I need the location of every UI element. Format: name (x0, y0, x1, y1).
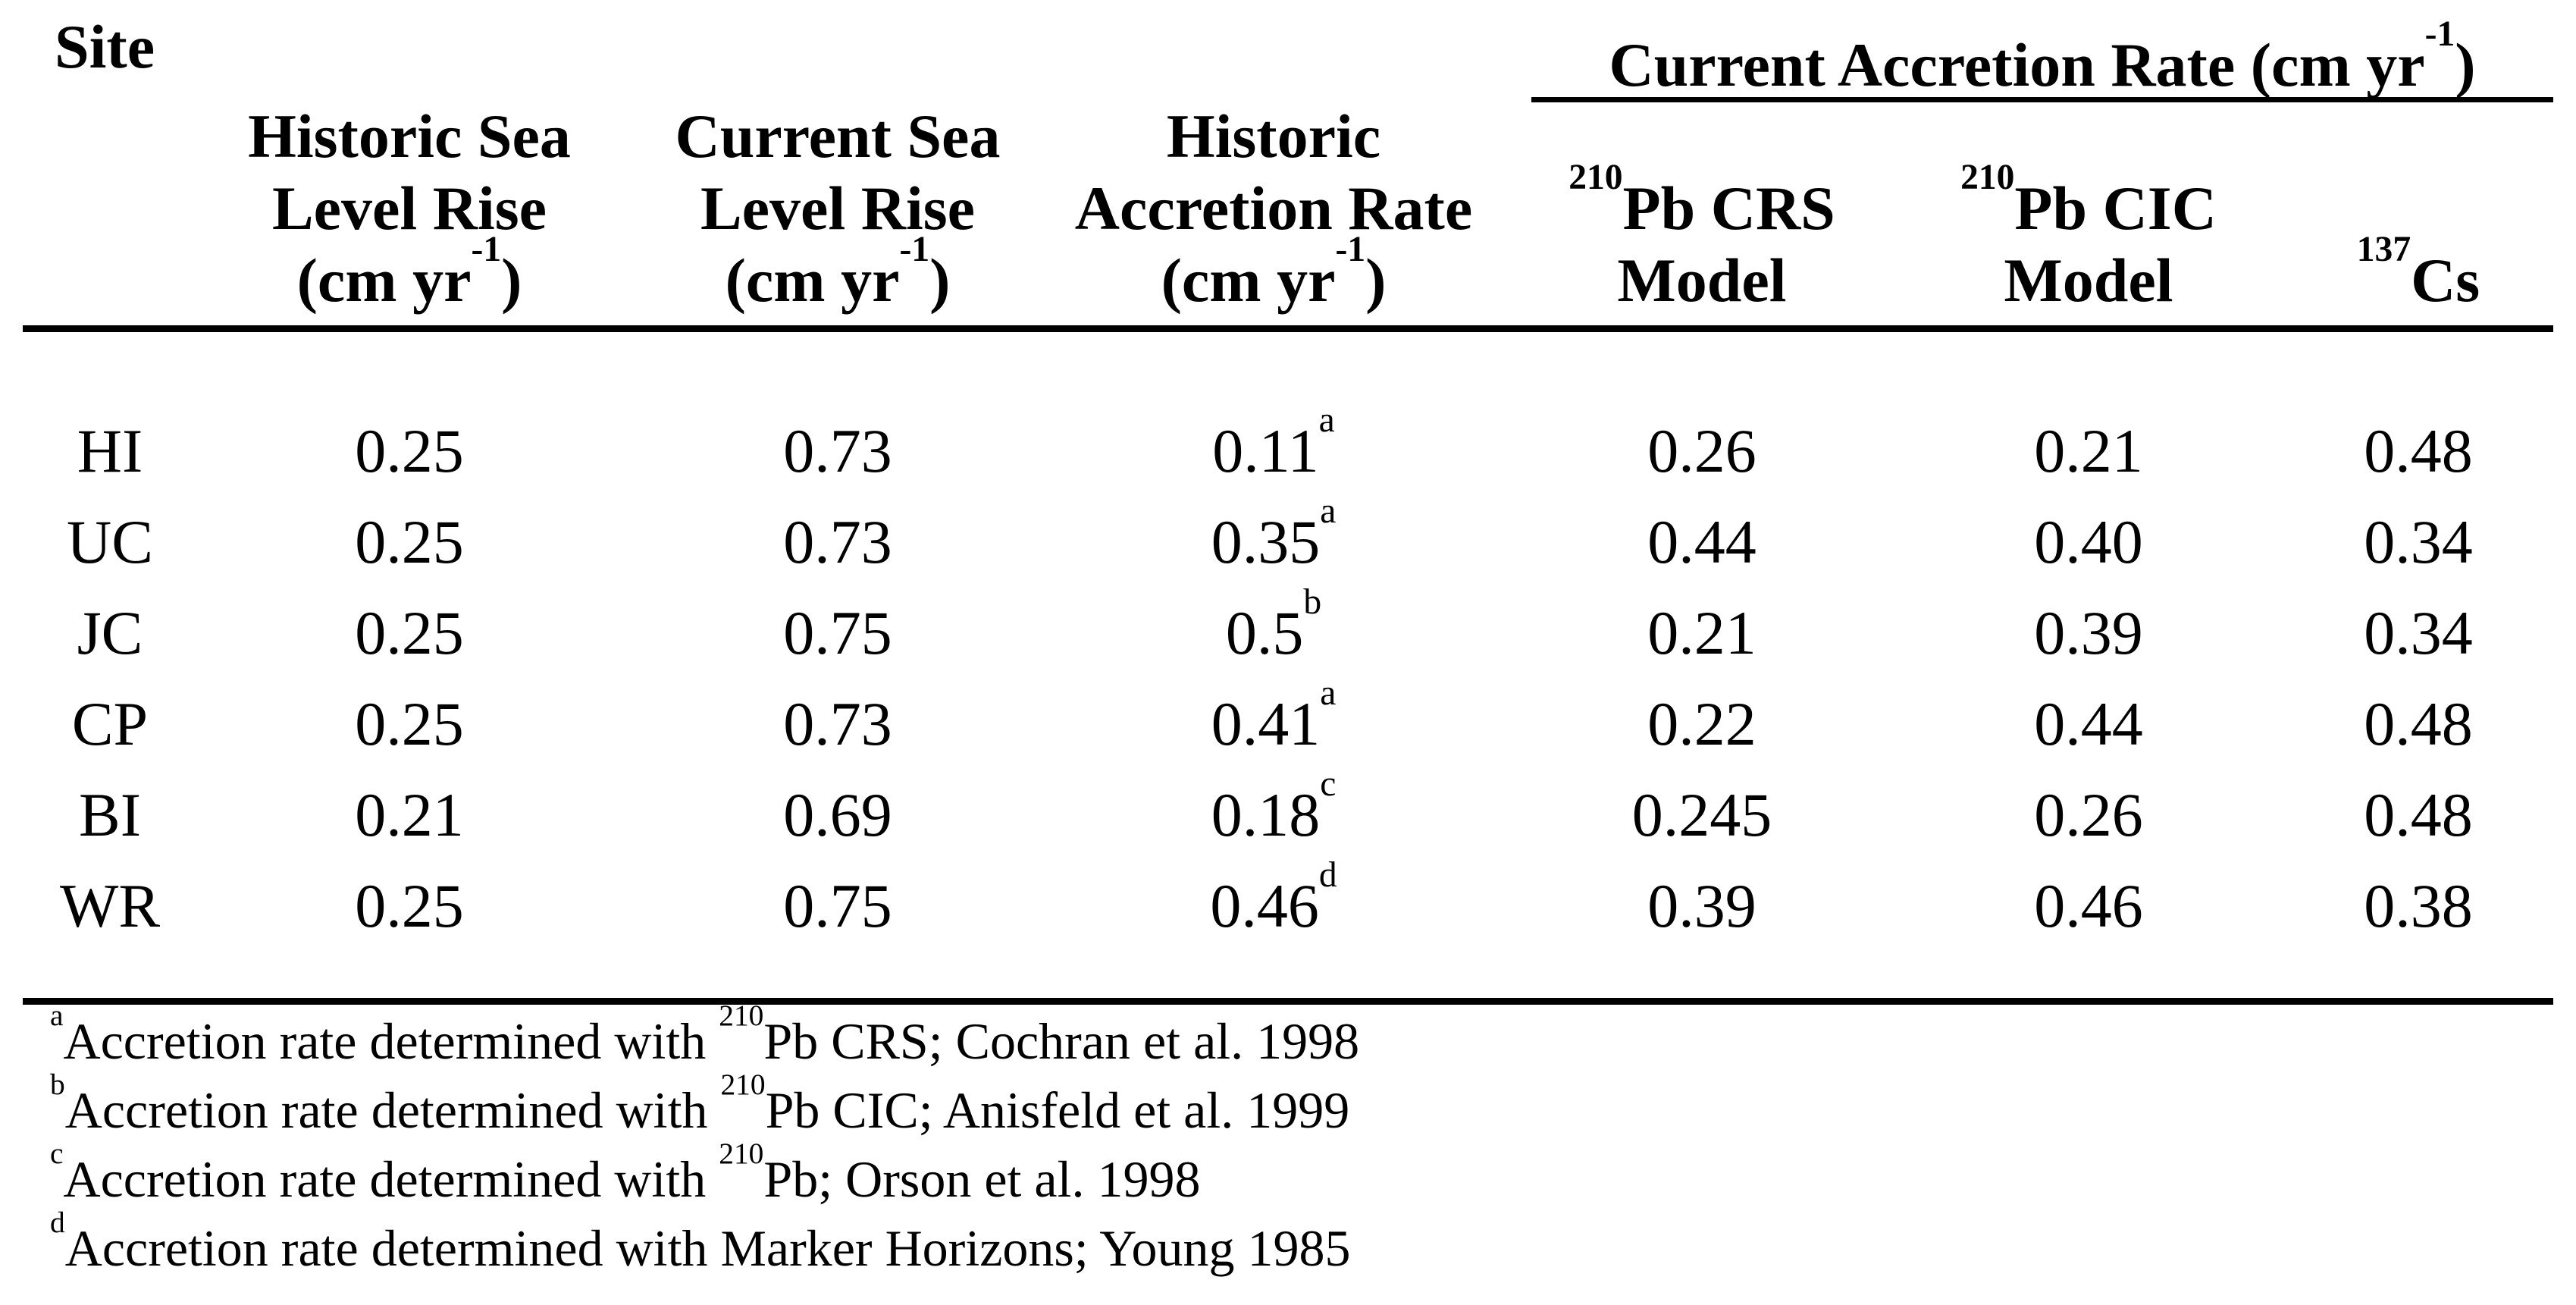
cell-wr-pb-cic: 0.46 (2034, 871, 2143, 940)
cell-wr-site: WR (59, 871, 161, 940)
header-line: Accretion Rate (1074, 174, 1473, 243)
cell-jc-pb-cic: 0.39 (2034, 598, 2143, 667)
cell-cp-site: CP (71, 689, 149, 758)
cell-cp-pb-crs: 0.22 (1647, 689, 1757, 758)
cell-cp-current-slr: 0.73 (783, 689, 892, 758)
footnote-b: bAccretion rate determined with 210Pb CI… (50, 1067, 1350, 1139)
cell-cp-historic-slr: 0.25 (355, 689, 464, 758)
cell-uc-cs137: 0.34 (2364, 507, 2473, 576)
cell-uc-pb-cic: 0.40 (2034, 507, 2143, 576)
cell-jc-historic-slr: 0.25 (355, 598, 464, 667)
header-line: Level Rise (271, 174, 547, 243)
cell-wr-pb-crs: 0.39 (1647, 871, 1757, 940)
span-header-current-accretion-rate: Current Accretion Rate (cm yr-1) (1609, 14, 2476, 99)
footnotes: aAccretion rate determined with 210Pb CR… (50, 998, 1360, 1283)
footer-divider (23, 998, 2553, 1005)
cell-wr-current-slr: 0.75 (783, 871, 892, 940)
header-line: Current Sea (675, 102, 1001, 171)
header-line: Historic Sea (248, 102, 571, 171)
header-line: Model (2004, 246, 2173, 315)
cell-jc-historic-accretion: 0.5b (1225, 582, 1322, 667)
cell-hi-pb-crs: 0.26 (1647, 416, 1757, 485)
cell-bi-historic-accretion: 0.18c (1211, 764, 1337, 849)
cell-wr-historic-slr: 0.25 (355, 871, 464, 940)
header-line: Level Rise (700, 174, 976, 243)
cell-uc-current-slr: 0.73 (783, 507, 892, 576)
cell-hi-historic-accretion: 0.11a (1212, 400, 1335, 485)
header-line: Historic (1166, 102, 1381, 171)
cell-hi-current-slr: 0.73 (783, 416, 892, 485)
header-line: 137Cs (2356, 229, 2480, 315)
cell-bi-historic-slr: 0.21 (355, 780, 464, 849)
header-divider (23, 325, 2553, 332)
cell-wr-historic-accretion: 0.46d (1210, 855, 1337, 940)
cell-uc-historic-accretion: 0.35a (1211, 491, 1337, 576)
cell-hi-cs137: 0.48 (2364, 416, 2473, 485)
cell-hi-pb-cic: 0.21 (2034, 416, 2143, 485)
cell-uc-historic-slr: 0.25 (355, 507, 464, 576)
span-header-underline (1531, 97, 2553, 102)
col-header-pb210-crs-model: 210Pb CRS Model (1493, 105, 1910, 324)
cell-cp-historic-accretion: 0.41a (1211, 673, 1337, 758)
header-line: 210Pb CIC (1960, 157, 2217, 243)
footnote-a: aAccretion rate determined with 210Pb CR… (50, 998, 1360, 1070)
cell-hi-site: HI (77, 416, 143, 485)
cell-bi-pb-crs: 0.245 (1631, 780, 1772, 849)
col-header-cs137: 137Cs (2267, 105, 2570, 324)
col-header-historic-sea-level-rise: Historic Sea Level Rise (cm yr-1) (197, 102, 622, 324)
site-column-header: Site (55, 12, 155, 81)
cell-jc-pb-crs: 0.21 (1647, 598, 1757, 667)
cell-bi-site: BI (79, 780, 141, 849)
cell-jc-site: JC (77, 598, 143, 667)
header-line: (cm yr-1) (296, 229, 522, 315)
cell-uc-pb-crs: 0.44 (1647, 507, 1757, 576)
col-header-historic-accretion-rate: Historic Accretion Rate (cm yr-1) (1054, 102, 1493, 324)
col-header-current-sea-level-rise: Current Sea Level Rise (cm yr-1) (622, 102, 1054, 324)
cell-jc-cs137: 0.34 (2364, 598, 2473, 667)
header-line: 210Pb CRS (1568, 157, 1835, 243)
cell-bi-cs137: 0.48 (2364, 780, 2473, 849)
cell-hi-historic-slr: 0.25 (355, 416, 464, 485)
cell-cp-pb-cic: 0.44 (2034, 689, 2143, 758)
cell-uc-site: UC (67, 507, 153, 576)
cell-bi-pb-cic: 0.26 (2034, 780, 2143, 849)
col-header-pb210-cic-model: 210Pb CIC Model (1910, 105, 2267, 324)
cell-jc-current-slr: 0.75 (783, 598, 892, 667)
header-line: Model (1617, 246, 1787, 315)
cell-wr-cs137: 0.38 (2364, 871, 2473, 940)
header-line: (cm yr-1) (725, 229, 951, 315)
header-line: (cm yr-1) (1161, 229, 1387, 315)
cell-bi-current-slr: 0.69 (783, 780, 892, 849)
cell-cp-cs137: 0.48 (2364, 689, 2473, 758)
footnote-c: cAccretion rate determined with 210Pb; O… (50, 1136, 1201, 1208)
footnote-d: dAccretion rate determined with Marker H… (50, 1205, 1351, 1277)
